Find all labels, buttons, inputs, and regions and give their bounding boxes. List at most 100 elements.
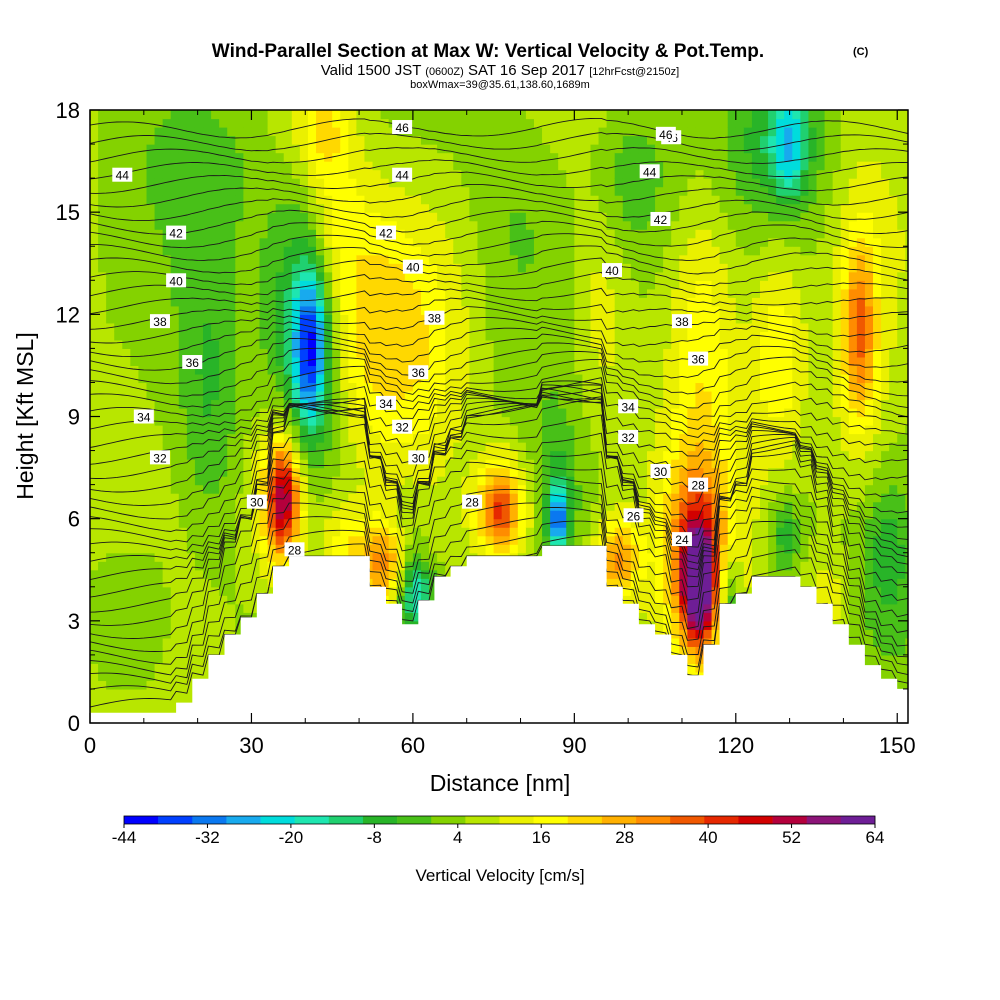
field-cell [243, 305, 253, 315]
field-cell [437, 484, 446, 494]
field-cell [348, 544, 357, 554]
field-cell [550, 186, 559, 196]
field-cell [533, 161, 543, 171]
field-cell [364, 144, 374, 154]
field-cell [130, 382, 140, 392]
field-cell [340, 339, 349, 349]
field-cell [412, 203, 422, 213]
field-cell [533, 127, 543, 137]
field-cell [275, 407, 285, 418]
field-cell [509, 425, 519, 435]
field-cell [219, 135, 228, 145]
field-cell [130, 705, 140, 716]
field-cell [299, 339, 309, 349]
field-cell [550, 314, 559, 324]
field-cell [259, 203, 269, 213]
field-cell [622, 127, 632, 137]
field-cell [364, 544, 374, 554]
field-cell [630, 203, 640, 213]
field-cell [517, 314, 527, 324]
field-cell [493, 135, 503, 145]
field-cell [606, 229, 616, 239]
field-cell [251, 399, 261, 409]
field-cell [114, 476, 123, 486]
field-cell [332, 135, 341, 145]
field-cell [259, 263, 269, 273]
field-cell [235, 501, 244, 511]
field-cell [606, 425, 616, 435]
field-cell [493, 254, 503, 264]
field-cell [259, 280, 269, 290]
field-cell [606, 186, 616, 196]
field-cell [437, 246, 446, 256]
field-cell [525, 203, 535, 213]
field-cell [501, 178, 511, 188]
field-cell [291, 416, 301, 426]
field-cell [566, 501, 575, 511]
field-cell [227, 254, 236, 264]
field-cell [445, 382, 454, 392]
field-cell [154, 561, 164, 571]
field-cell [227, 603, 236, 613]
field-cell [307, 407, 317, 418]
field-cell [509, 356, 519, 367]
field-cell [574, 382, 584, 392]
field-cell [275, 110, 285, 120]
field-cell [638, 561, 648, 571]
field-cell [429, 186, 438, 196]
field-cell [275, 331, 285, 341]
field-cell [590, 203, 600, 213]
field-cell [316, 280, 325, 290]
field-cell [614, 510, 624, 520]
field-cell [509, 212, 519, 222]
field-cell [332, 390, 341, 401]
field-cell [356, 263, 366, 273]
field-cell [372, 416, 382, 426]
field-cell [138, 467, 148, 477]
field-cell [307, 135, 317, 145]
field-cell [186, 339, 196, 349]
field-cell [566, 314, 575, 324]
field-cell [307, 186, 317, 196]
field-cell [348, 339, 357, 349]
field-cell [606, 493, 616, 503]
field-cell [364, 246, 374, 256]
field-cell [227, 348, 236, 358]
field-cell [178, 552, 188, 562]
field-cell [211, 288, 220, 298]
field-cell [203, 144, 212, 154]
field-cell [574, 416, 584, 426]
field-cell [291, 271, 301, 281]
field-cell [614, 186, 624, 196]
field-cell [98, 135, 107, 145]
field-cell [461, 484, 470, 494]
field-cell [606, 297, 616, 307]
field-cell [332, 467, 341, 477]
field-cell [122, 297, 131, 307]
field-cell [307, 305, 317, 315]
field-cell [380, 305, 390, 315]
field-cell [501, 254, 511, 264]
field-cell [461, 305, 470, 315]
field-cell [235, 390, 244, 401]
field-cell [162, 339, 172, 349]
field-cell [267, 144, 277, 154]
field-cell [146, 390, 156, 401]
field-cell [566, 169, 575, 179]
field-cell [509, 178, 519, 188]
field-cell [638, 518, 648, 528]
field-cell [194, 297, 204, 307]
field-cell [372, 467, 382, 477]
field-cell [348, 135, 357, 145]
field-cell [251, 212, 261, 222]
field-cell [227, 390, 236, 401]
field-cell [542, 135, 551, 145]
field-cell [550, 280, 559, 290]
field-cell [307, 118, 317, 128]
field-cell [130, 612, 140, 622]
field-cell [429, 416, 438, 426]
field-cell [542, 127, 551, 137]
field-cell [404, 152, 414, 162]
field-cell [299, 407, 309, 418]
field-cell [324, 246, 333, 256]
